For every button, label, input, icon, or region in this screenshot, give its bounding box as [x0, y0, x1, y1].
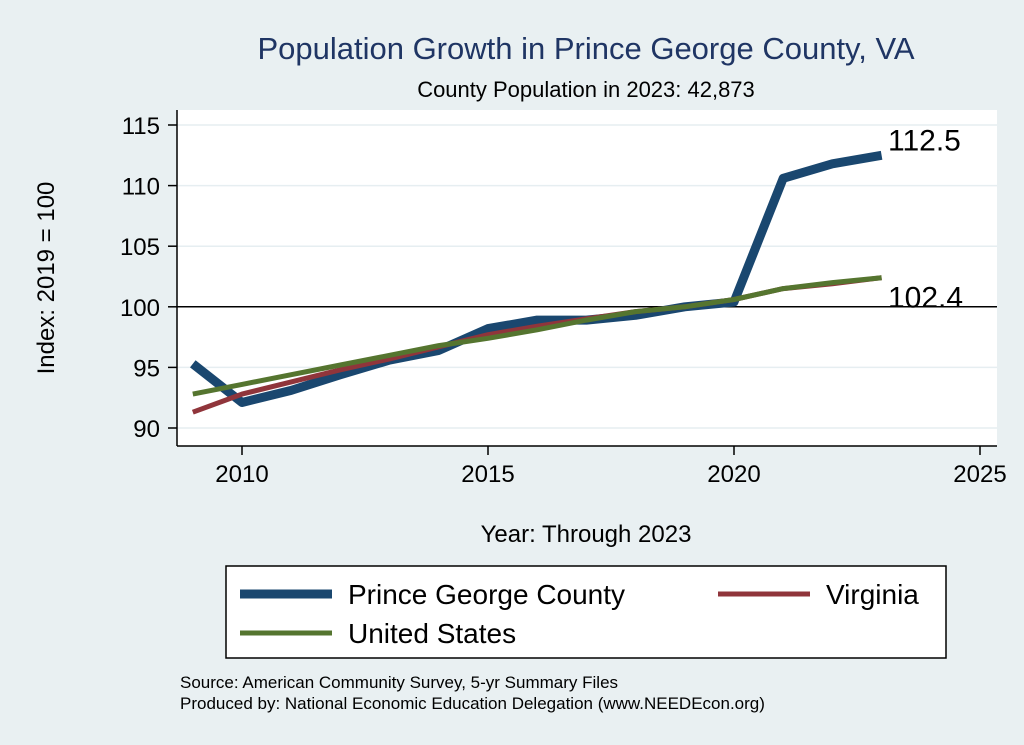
x-axis-label: Year: Through 2023 — [481, 521, 692, 548]
x-tick-label-2020: 2020 — [707, 461, 760, 488]
y-tick-label-115: 115 — [122, 113, 160, 140]
x-tick-label-2025: 2025 — [953, 461, 1006, 488]
end-label-prince-george: 112.5 — [888, 124, 961, 157]
end-labels: 112.5 102.4 — [888, 124, 963, 314]
y-tick-label-90: 90 — [133, 416, 160, 443]
legend: Prince George County Virginia United Sta… — [225, 565, 947, 659]
legend-label-prince-george: Prince George County — [348, 579, 625, 610]
produced-by-line: Produced by: National Economic Education… — [180, 694, 765, 713]
source-line: Source: American Community Survey, 5-yr … — [180, 673, 618, 692]
legend-box — [225, 565, 947, 659]
end-label-virginia: 102.4 — [888, 282, 963, 315]
y-axis-label: Index: 2019 = 100 — [33, 182, 60, 375]
y-tick-label-100: 100 — [120, 295, 160, 322]
y-tick-label-110: 110 — [122, 174, 160, 201]
legend-label-virginia: Virginia — [826, 579, 919, 610]
legend-label-united-states: United States — [348, 618, 516, 649]
chart-subtitle: County Population in 2023: 42,873 — [417, 77, 755, 102]
chart-title: Population Growth in Prince George Count… — [257, 31, 914, 66]
y-tick-label-105: 105 — [120, 234, 160, 261]
series-line-prince-george-county — [190, 150, 883, 407]
series-lines — [190, 150, 883, 415]
x-tick-label-2010: 2010 — [215, 461, 268, 488]
x-tick-label-2015: 2015 — [461, 461, 514, 488]
y-tick-label-95: 95 — [133, 355, 160, 382]
axes: 90 95 100 105 110 115 2010 2015 2020 2025 — [120, 110, 1007, 488]
series-line-united-states — [192, 275, 882, 397]
